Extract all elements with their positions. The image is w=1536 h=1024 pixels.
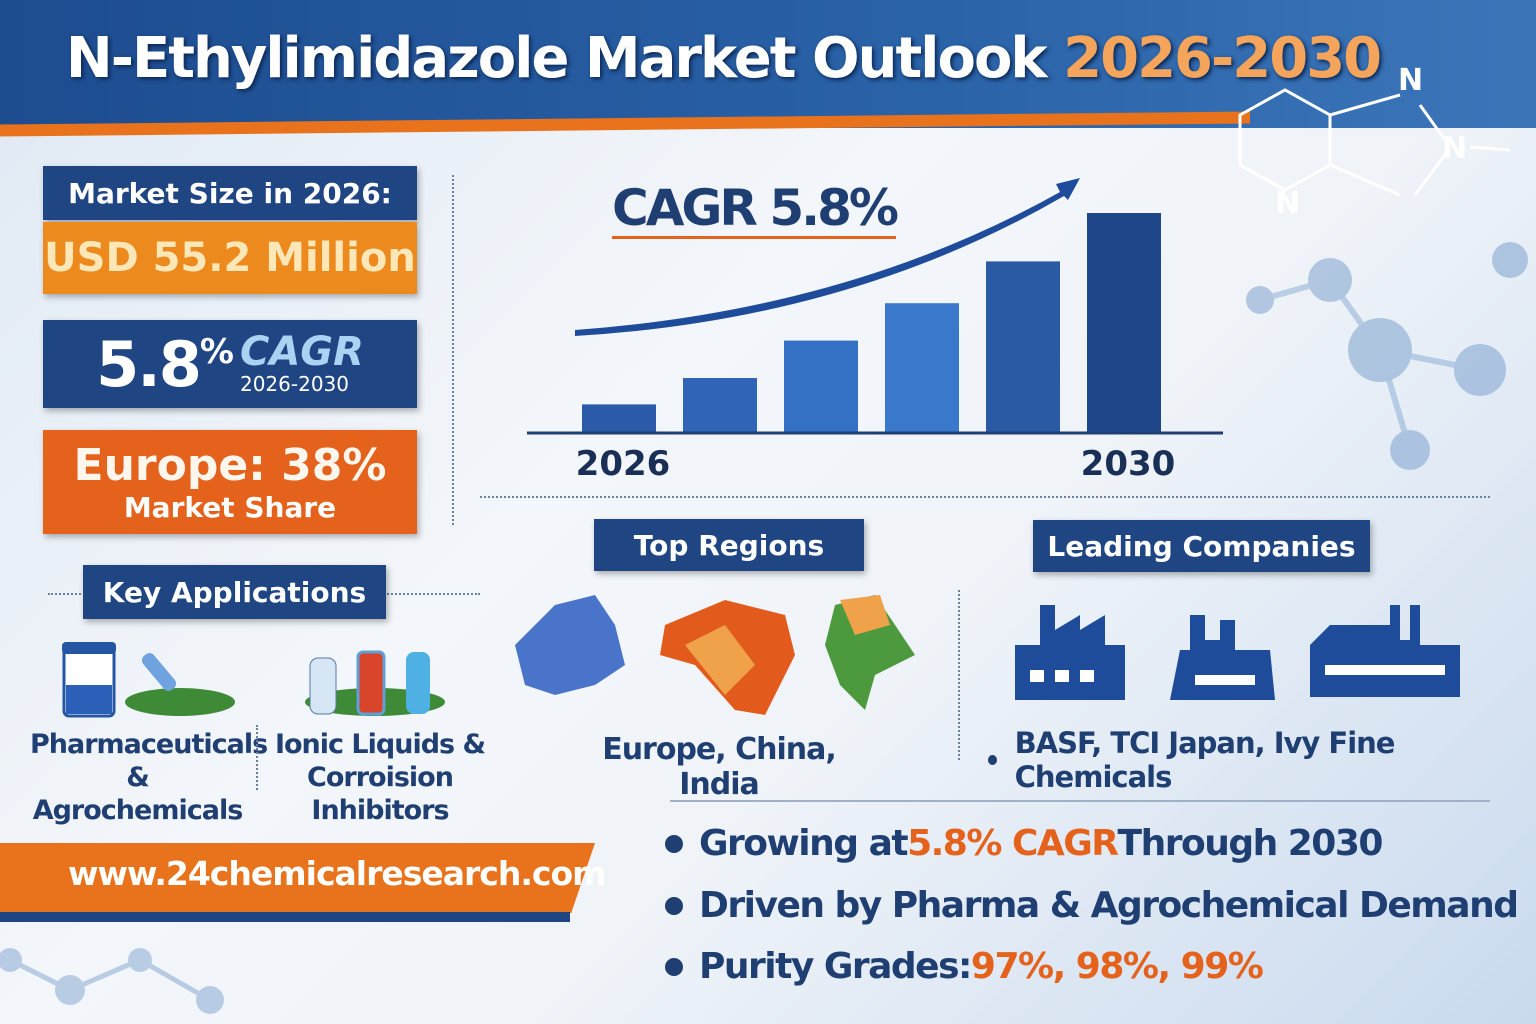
header-banner [0, 0, 1536, 128]
website-banner-underline [0, 912, 570, 922]
europe-share-box: Europe: 38% Market Share [43, 430, 417, 534]
website-link[interactable]: www.24chemicalresearch.com [68, 854, 607, 893]
cagr-value: 5.8 [96, 327, 202, 401]
companies-text: BASF, TCI Japan, Ivy Fine Chemicals [1014, 726, 1396, 794]
x-tick-label: 2030 [1081, 444, 1176, 484]
molecule-decoration-bottom-icon [0, 948, 224, 1014]
bullet-icon [665, 834, 683, 853]
pharma-agro-icon [62, 642, 235, 718]
leading-companies-heading: Leading Companies [1033, 520, 1370, 572]
companies-list: BASF, TCI Japan, Ivy Fine Chemicals [980, 726, 1485, 794]
svg-text:N: N [1442, 131, 1467, 166]
svg-text:N: N [1275, 186, 1300, 221]
highlight-text: Driven by Pharma & Agrochemical Demand [699, 885, 1519, 926]
chart-bar [582, 404, 656, 433]
application-ionic-liquids: Ionic Liquids & Corroision Inhibitors [262, 728, 498, 827]
factory-icon [1170, 615, 1275, 700]
factory-icon [1015, 605, 1125, 700]
chart-bar [986, 261, 1060, 433]
india-map-icon [825, 595, 915, 710]
divider [452, 175, 454, 525]
market-size-value: USD 55.2 Million [43, 222, 417, 294]
molecule-structure-icon: NNN [1238, 63, 1511, 221]
highlight-growth: Growing at 5.8% CAGR Through 2030 [665, 823, 1384, 864]
website-banner [0, 843, 595, 913]
highlight-emphasis: 97%, 98%, 99% [970, 946, 1264, 987]
x-tick-label: 2026 [576, 444, 671, 484]
bullet-icon [665, 896, 683, 915]
market-size-label: Market Size in 2026: [43, 166, 417, 220]
chart-title: CAGR 5.8% [612, 179, 899, 239]
regions-text: Europe, China, India [602, 732, 837, 802]
europe-map-icon [515, 595, 625, 695]
divider [670, 800, 1490, 802]
divider [958, 590, 960, 760]
highlight-emphasis: 5.8% CAGR [907, 823, 1119, 864]
application-line: & Agrochemicals [32, 762, 244, 826]
cagr-label: CAGR [239, 329, 364, 375]
key-applications-heading: Key Applications [83, 565, 386, 619]
page-title: N-Ethylimidazole Market Outlook 2026-203… [0, 26, 1536, 91]
cagr-box: 5.8 % CAGR 2026-2030 [43, 320, 417, 408]
bullet-icon [988, 755, 997, 765]
highlight-text: Purity Grades: [699, 946, 972, 987]
application-line: Corroision Inhibitors [307, 762, 454, 826]
chart-bar [885, 303, 959, 433]
divider [256, 725, 258, 790]
application-line: Pharmaceuticals [30, 729, 268, 760]
bar-chart: 2026 2030 [527, 178, 1223, 484]
divider [480, 496, 1490, 498]
title-years: 2026-2030 [1063, 26, 1382, 91]
highlight-purity: Purity Grades: 97%, 98%, 99% [665, 946, 1264, 987]
chart-bar [784, 340, 858, 433]
highlight-demand: Driven by Pharma & Agrochemical Demand [665, 885, 1519, 926]
highlight-text: Through 2030 [1117, 823, 1384, 864]
factory-icons [1015, 605, 1460, 700]
highlight-text: Growing at [699, 823, 909, 864]
region-maps-icon [515, 595, 915, 715]
title-main: N-Ethylimidazole Market Outlook [65, 26, 1048, 91]
application-pharma: Pharmaceuticals & Agrochemicals [30, 728, 268, 827]
chart-bar [1087, 213, 1161, 433]
europe-share-label: Market Share [123, 490, 337, 524]
svg-text:N: N [1398, 63, 1423, 98]
cagr-years: 2026-2030 [239, 372, 349, 396]
europe-share-value: Europe: 38% [73, 439, 387, 491]
bullet-icon [665, 957, 683, 976]
ionic-liquids-icon [305, 650, 445, 716]
factory-icon [1310, 605, 1460, 697]
cagr-percent-sign: % [199, 332, 234, 372]
chart-bar [683, 378, 757, 433]
application-line: Ionic Liquids & [274, 729, 486, 760]
top-regions-heading: Top Regions [594, 519, 864, 571]
molecule-decoration-icon [1246, 242, 1528, 470]
